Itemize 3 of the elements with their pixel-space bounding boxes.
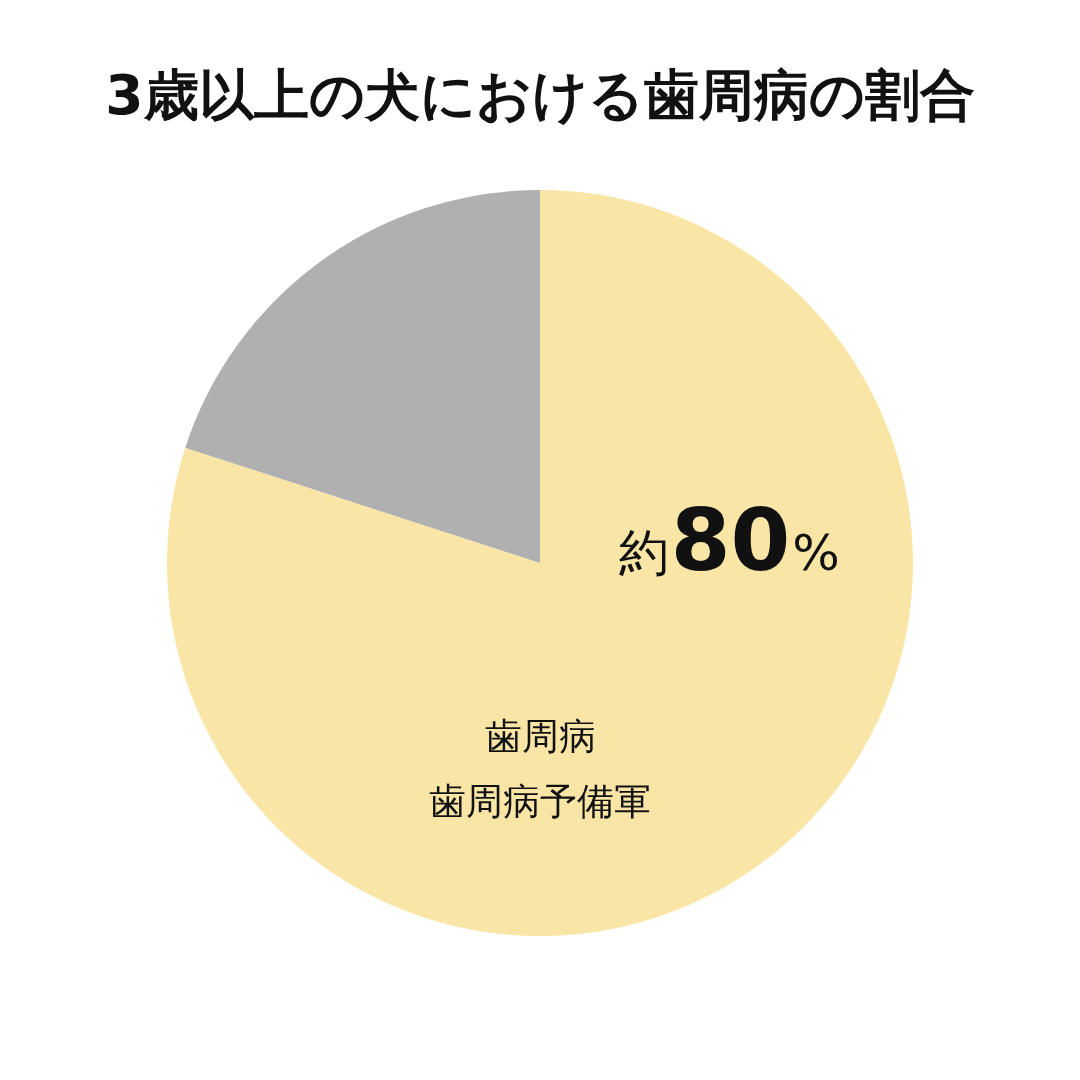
data-label: 約80% [618,489,840,590]
slice-label: 歯周病歯周病予備軍 [429,714,651,823]
chart-title: 3歳以上の犬における歯周病の割合 [104,62,976,129]
